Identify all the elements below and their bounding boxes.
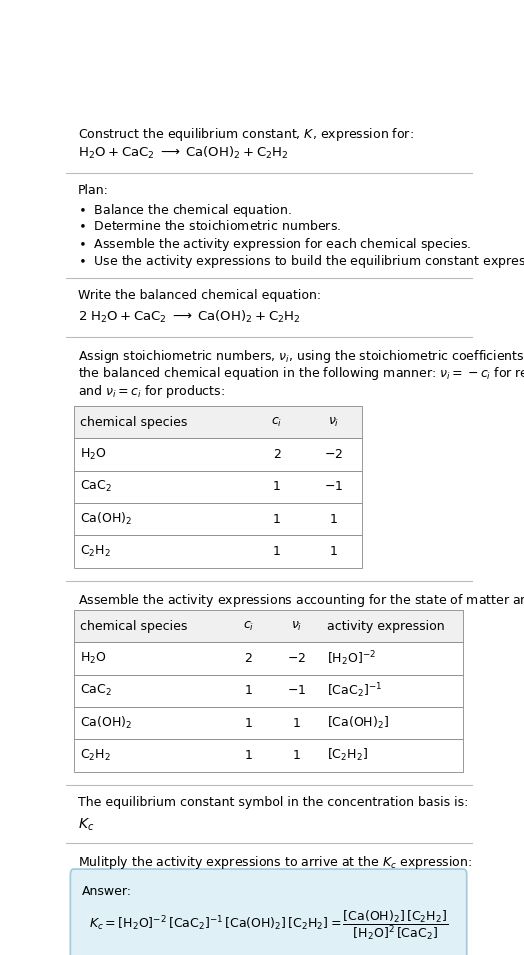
Text: $-2$: $-2$: [324, 448, 343, 461]
Text: 2: 2: [272, 448, 281, 461]
Text: $\mathrm{Ca(OH)_2}$: $\mathrm{Ca(OH)_2}$: [80, 511, 132, 527]
Text: 1: 1: [272, 545, 281, 558]
Text: $-2$: $-2$: [288, 652, 307, 665]
Text: Construct the equilibrium constant, $K$, expression for:: Construct the equilibrium constant, $K$,…: [78, 126, 413, 142]
Text: $[\mathrm{C_2H_2}]$: $[\mathrm{C_2H_2}]$: [328, 748, 368, 763]
Bar: [73, 406, 362, 438]
Text: $\nu_i$: $\nu_i$: [328, 415, 339, 429]
Text: $[\mathrm{CaC_2}]^{-1}$: $[\mathrm{CaC_2}]^{-1}$: [328, 681, 383, 700]
Text: $K_c = [\mathrm{H_2O}]^{-2}\,[\mathrm{CaC_2}]^{-1}\,[\mathrm{Ca(OH)_2}]\,[\mathr: $K_c = [\mathrm{H_2O}]^{-2}\,[\mathrm{Ca…: [89, 908, 448, 942]
Text: Assign stoichiometric numbers, $\nu_i$, using the stoichiometric coefficients, $: Assign stoichiometric numbers, $\nu_i$, …: [78, 348, 524, 365]
Bar: [73, 674, 463, 707]
Bar: [73, 739, 463, 772]
Text: $[\mathrm{Ca(OH)_2}]$: $[\mathrm{Ca(OH)_2}]$: [328, 715, 389, 732]
Text: 1: 1: [244, 684, 252, 697]
Text: $\nu_i$: $\nu_i$: [291, 620, 303, 632]
Text: 1: 1: [244, 749, 252, 762]
Text: $\mathrm{CaC_2}$: $\mathrm{CaC_2}$: [80, 479, 112, 495]
Bar: [73, 503, 362, 536]
Text: Plan:: Plan:: [78, 184, 108, 197]
Text: Answer:: Answer:: [82, 885, 132, 899]
Text: 2: 2: [244, 652, 252, 665]
Text: $[\mathrm{H_2O}]^{-2}$: $[\mathrm{H_2O}]^{-2}$: [328, 649, 377, 668]
Text: The equilibrium constant symbol in the concentration basis is:: The equilibrium constant symbol in the c…: [78, 796, 468, 809]
Text: $\mathrm{H_2O + CaC_2 \;\longrightarrow\; Ca(OH)_2 + C_2H_2}$: $\mathrm{H_2O + CaC_2 \;\longrightarrow\…: [78, 145, 288, 161]
Bar: [73, 471, 362, 503]
Text: and $\nu_i = c_i$ for products:: and $\nu_i = c_i$ for products:: [78, 383, 225, 399]
Bar: [73, 536, 362, 568]
Text: $\mathrm{H_2O}$: $\mathrm{H_2O}$: [80, 447, 106, 462]
Text: 1: 1: [293, 749, 301, 762]
Text: Assemble the activity expressions accounting for the state of matter and $\nu_i$: Assemble the activity expressions accoun…: [78, 592, 524, 609]
Text: chemical species: chemical species: [80, 415, 187, 429]
Bar: [73, 438, 362, 471]
Text: $\mathrm{2\;H_2O + CaC_2 \;\longrightarrow\; Ca(OH)_2 + C_2H_2}$: $\mathrm{2\;H_2O + CaC_2 \;\longrightarr…: [78, 308, 300, 325]
Text: $\bullet$  Balance the chemical equation.: $\bullet$ Balance the chemical equation.: [78, 202, 292, 219]
FancyBboxPatch shape: [70, 869, 467, 955]
Text: $c_i$: $c_i$: [243, 620, 254, 632]
Text: $-1$: $-1$: [287, 684, 307, 697]
Text: $c_i$: $c_i$: [271, 415, 282, 429]
Text: $-1$: $-1$: [324, 480, 343, 494]
Text: $\bullet$  Use the activity expressions to build the equilibrium constant expres: $\bullet$ Use the activity expressions t…: [78, 253, 524, 269]
Text: $\bullet$  Determine the stoichiometric numbers.: $\bullet$ Determine the stoichiometric n…: [78, 219, 341, 233]
Text: 1: 1: [330, 545, 337, 558]
Bar: [73, 707, 463, 739]
Text: activity expression: activity expression: [328, 620, 445, 632]
Text: Write the balanced chemical equation:: Write the balanced chemical equation:: [78, 289, 321, 303]
Text: $\mathrm{C_2H_2}$: $\mathrm{C_2H_2}$: [80, 748, 111, 763]
Text: Mulitply the activity expressions to arrive at the $K_c$ expression:: Mulitply the activity expressions to arr…: [78, 854, 472, 871]
Bar: [73, 642, 463, 674]
Text: 1: 1: [293, 716, 301, 730]
Text: $\bullet$  Assemble the activity expression for each chemical species.: $\bullet$ Assemble the activity expressi…: [78, 236, 471, 253]
Text: 1: 1: [272, 513, 281, 526]
Text: 1: 1: [244, 716, 252, 730]
Text: the balanced chemical equation in the following manner: $\nu_i = -c_i$ for react: the balanced chemical equation in the fo…: [78, 365, 524, 382]
Text: $\mathrm{Ca(OH)_2}$: $\mathrm{Ca(OH)_2}$: [80, 715, 132, 732]
Text: chemical species: chemical species: [80, 620, 187, 632]
Text: $K_c$: $K_c$: [78, 817, 94, 833]
Text: $\mathrm{CaC_2}$: $\mathrm{CaC_2}$: [80, 683, 112, 698]
Text: $\mathrm{C_2H_2}$: $\mathrm{C_2H_2}$: [80, 544, 111, 560]
Text: 1: 1: [272, 480, 281, 494]
Bar: [73, 610, 463, 642]
Text: 1: 1: [330, 513, 337, 526]
Text: $\mathrm{H_2O}$: $\mathrm{H_2O}$: [80, 650, 106, 666]
